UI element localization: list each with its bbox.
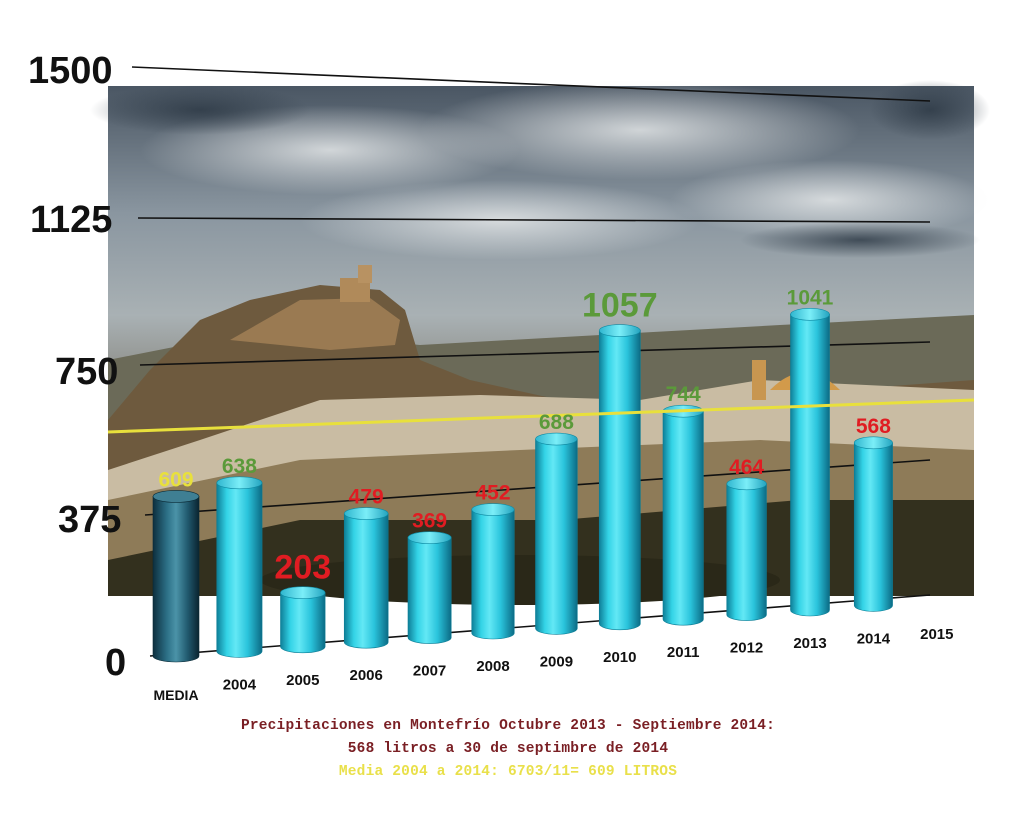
average-line [107,398,975,434]
bar-top [598,324,641,337]
x-tick-label: 2005 [286,672,319,689]
value-label: 203 [274,549,331,587]
x-tick-label: 2015 [920,626,953,643]
gridline [131,66,931,102]
bar-top [535,432,578,446]
bar-top [853,436,893,450]
bar-top [726,477,767,491]
bar [853,442,893,612]
x-tick-label: 2011 [667,644,700,661]
bar [280,592,326,654]
bar [216,482,263,658]
caption-line-2: 568 litros a 30 de septimbre de 2014 [347,741,669,757]
bar [726,483,767,621]
value-label: 688 [539,411,574,434]
value-label: 1041 [787,286,834,309]
bar [662,410,704,626]
bars [152,308,893,663]
bar-top [152,490,200,503]
x-tick-label: 2014 [857,630,891,647]
value-label: 609 [158,468,193,491]
caption-line-3: Media 2004 a 2014: 6703/11= 609 LITROS [338,764,678,780]
gridline [137,217,931,223]
value-label: 1057 [582,287,658,325]
value-labels: 609 638 203 479 369 452 688 1057 744 464 1041 568 [158,286,891,586]
value-label: 638 [222,455,257,478]
y-tick-label: 375 [58,499,121,541]
bar-top [471,503,515,516]
x-tick-label: 2007 [413,663,446,680]
bar [471,509,515,640]
x-tick-label: MEDIA [153,687,198,703]
x-tick-label: 2006 [350,667,383,684]
value-label: 479 [349,486,384,509]
bar-top [790,308,830,321]
x-axis-labels: MEDIA 2004 2005 2006 2007 2008 2009 2010 2011 201… [153,626,953,703]
bar-top [216,476,263,490]
x-tick-label: 2008 [476,658,509,675]
value-label: 452 [475,482,510,505]
bar-top [407,531,452,544]
value-label: 568 [856,415,891,438]
y-tick-label: 0 [105,642,126,684]
value-label: 464 [729,456,764,479]
bar-top [280,586,326,600]
x-tick-label: 2004 [223,676,257,693]
y-tick-label: 1500 [28,50,113,92]
value-label: 369 [412,510,447,533]
bar [343,513,389,649]
bar [790,314,830,617]
caption-line-1: Precipitaciones en Montefrío Octubre 201… [240,718,776,734]
x-tick-label: 2013 [793,635,826,652]
average-line-group [107,398,975,434]
average-bar [152,496,200,663]
value-label: 744 [666,383,701,406]
x-tick-label: 2010 [603,649,636,666]
bar-top [343,507,389,520]
bar [535,438,578,635]
x-tick-label: 2009 [540,653,573,670]
bar [598,330,641,631]
y-axis: 0 375 750 1125 1500 [28,50,126,684]
x-tick-label: 2012 [730,640,763,657]
y-tick-label: 1125 [30,199,112,241]
y-tick-label: 750 [55,351,118,393]
bar [407,537,452,644]
